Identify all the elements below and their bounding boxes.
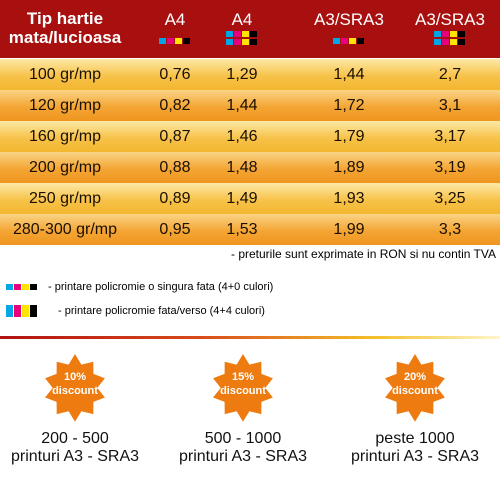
price-cell: 3,3 — [438, 221, 462, 238]
price-cell: 1,46 — [226, 128, 258, 145]
starburst-icon — [213, 354, 273, 422]
price-table-header: Tip hartie mata/lucioasa A4 A4 A3/SRA3 A… — [0, 0, 500, 58]
discount-word: discount — [392, 385, 438, 397]
section-divider — [0, 336, 500, 339]
column-header-a4-single: A4 — [147, 0, 203, 58]
column-header-label: A4 — [164, 10, 186, 29]
discount-star-badge: 10% discount — [38, 352, 112, 426]
paper-weight-cell: 200 gr/mp — [28, 159, 102, 176]
cmyk-single-icon — [6, 284, 38, 290]
table-row: 200 gr/mp 0,88 1,48 1,89 3,19 — [0, 152, 500, 183]
discount-tier-2: 15% discount 500 - 1000 printuri A3 - SR… — [168, 352, 318, 466]
price-cell: 1,79 — [333, 128, 365, 145]
discount-word: discount — [52, 385, 98, 397]
column-header-a4-double: A4 — [214, 0, 270, 58]
starburst-icon — [45, 354, 105, 422]
paper-weight-cell: 160 gr/mp — [28, 128, 102, 145]
paper-weight-cell: 250 gr/mp — [28, 190, 102, 207]
price-cell: 0,87 — [159, 128, 191, 145]
paper-type-header-line1: Tip hartie — [26, 9, 104, 28]
column-header-a3-single: A3/SRA3 — [302, 0, 396, 58]
price-cell: 3,17 — [434, 128, 466, 145]
price-cell: 1,44 — [333, 66, 365, 83]
discount-word: discount — [220, 385, 266, 397]
price-cell: 0,95 — [159, 221, 191, 238]
column-header-label: A4 — [231, 10, 253, 29]
column-header-label: A3/SRA3 — [415, 10, 485, 29]
column-header-a3-double: A3/SRA3 — [405, 0, 495, 58]
cmyk-single-icon — [159, 38, 191, 44]
table-row: 280-300 gr/mp 0,95 1,53 1,99 3,3 — [0, 214, 500, 245]
tier-range-line2: printuri A3 - SRA3 — [350, 448, 480, 465]
paper-type-header-line2: mata/lucioasa — [8, 28, 122, 47]
paper-type-header: Tip hartie mata/lucioasa — [0, 0, 130, 58]
legend-double-label: - printare policromie fata/verso (4+4 cu… — [58, 305, 265, 317]
cmyk-double-icon — [434, 29, 466, 45]
price-cell: 3,25 — [434, 190, 466, 207]
tier-range-line2: printuri A3 - SRA3 — [178, 448, 308, 465]
cmyk-double-icon — [226, 29, 258, 45]
paper-weight-cell: 280-300 gr/mp — [12, 221, 118, 238]
price-cell: 1,89 — [333, 159, 365, 176]
price-cell: 3,1 — [438, 97, 462, 114]
discount-percent: 20% — [403, 371, 427, 383]
price-cell: 1,29 — [226, 66, 258, 83]
table-row: 100 gr/mp 0,76 1,29 1,44 2,7 — [0, 59, 500, 90]
price-cell: 2,7 — [438, 66, 462, 83]
tier-range-line2: printuri A3 - SRA3 — [10, 448, 140, 465]
tier-range-line1: peste 1000 — [375, 430, 455, 447]
price-cell: 0,82 — [159, 97, 191, 114]
price-cell: 1,93 — [333, 190, 365, 207]
price-cell: 1,44 — [226, 97, 258, 114]
cmyk-double-icon — [6, 305, 48, 317]
vat-note: - preturile sunt exprimate in RON si nu … — [231, 247, 496, 261]
discount-percent: 15% — [231, 371, 255, 383]
price-cell: 1,99 — [333, 221, 365, 238]
price-cell: 1,72 — [333, 97, 365, 114]
cmyk-single-icon — [333, 38, 365, 44]
price-cell: 3,19 — [434, 159, 466, 176]
price-cell: 0,88 — [159, 159, 191, 176]
table-row: 160 gr/mp 0,87 1,46 1,79 3,17 — [0, 121, 500, 152]
price-cell: 0,76 — [159, 66, 191, 83]
legend-double-side: - printare policromie fata/verso (4+4 cu… — [6, 305, 265, 317]
paper-weight-cell: 100 gr/mp — [28, 66, 102, 83]
legend-single-label: - printare policromie o singura fata (4+… — [48, 281, 274, 293]
discount-tier-3: 20% discount peste 1000 printuri A3 - SR… — [340, 352, 490, 466]
legend-single-side: - printare policromie o singura fata (4+… — [6, 281, 273, 293]
discount-tier-1: 10% discount 200 - 500 printuri A3 - SRA… — [0, 352, 150, 466]
paper-weight-cell: 120 gr/mp — [28, 97, 102, 114]
column-header-label: A3/SRA3 — [314, 10, 384, 29]
table-row: 250 gr/mp 0,89 1,49 1,93 3,25 — [0, 183, 500, 214]
price-cell: 1,48 — [226, 159, 258, 176]
discount-star-badge: 15% discount — [206, 352, 280, 426]
price-cell: 1,49 — [226, 190, 258, 207]
price-cell: 0,89 — [159, 190, 191, 207]
tier-range-line1: 200 - 500 — [41, 430, 109, 447]
price-cell: 1,53 — [226, 221, 258, 238]
table-row: 120 gr/mp 0,82 1,44 1,72 3,1 — [0, 90, 500, 121]
discount-percent: 10% — [63, 371, 87, 383]
starburst-icon — [385, 354, 445, 422]
tier-range-line1: 500 - 1000 — [204, 430, 282, 447]
discount-star-badge: 20% discount — [378, 352, 452, 426]
